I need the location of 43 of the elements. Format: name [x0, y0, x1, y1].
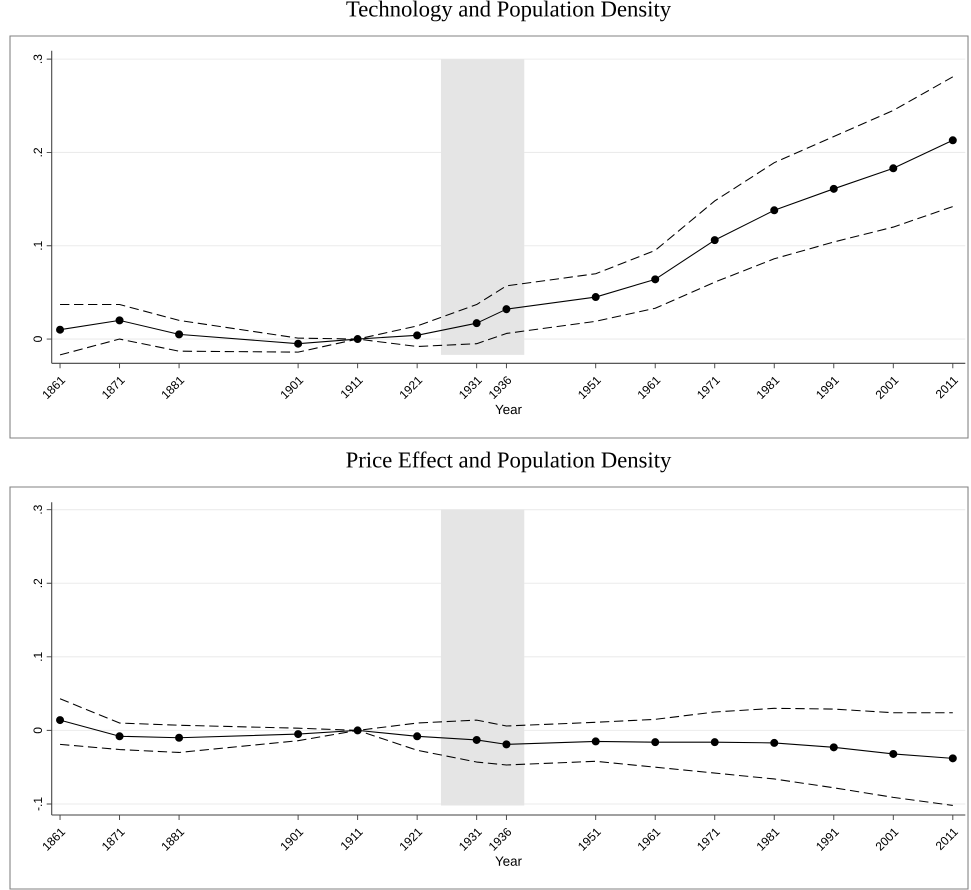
y-tick-label: .1 — [34, 652, 42, 661]
point — [592, 737, 600, 746]
point — [651, 275, 660, 284]
point — [502, 305, 510, 314]
y-tick-label: .2 — [34, 148, 42, 156]
point — [770, 738, 778, 747]
point — [472, 319, 481, 328]
point — [948, 754, 957, 762]
y-tick-label: 0 — [33, 728, 42, 734]
point — [710, 236, 719, 244]
y-tick-label: .1 — [34, 241, 42, 250]
point — [175, 330, 184, 338]
point — [472, 736, 481, 744]
point — [116, 316, 124, 324]
chart-title: Price Effect and Population Density — [346, 451, 672, 472]
x-axis-title: Year — [495, 404, 522, 414]
point — [889, 750, 898, 758]
point — [592, 293, 600, 302]
point — [710, 738, 719, 746]
point — [56, 716, 64, 724]
point — [502, 740, 510, 748]
point — [770, 206, 778, 214]
point — [651, 738, 660, 746]
y-tick-label: -.1 — [34, 798, 42, 810]
point — [116, 732, 124, 740]
chart-title: Technology and Population Density — [346, 0, 672, 22]
point — [413, 331, 422, 340]
y-tick-label: .3 — [33, 54, 42, 64]
point — [413, 732, 422, 740]
point — [294, 340, 302, 348]
point — [175, 734, 184, 742]
point — [354, 335, 362, 344]
point — [294, 730, 302, 738]
y-tick-label: 0 — [33, 336, 42, 342]
y-tick-label: .2 — [34, 578, 42, 588]
x-axis-title: Year — [495, 856, 522, 866]
point — [354, 726, 362, 734]
point — [948, 136, 957, 144]
point — [830, 743, 838, 752]
point — [889, 164, 898, 172]
y-tick-label: .3 — [33, 505, 42, 514]
point — [56, 326, 64, 334]
point — [830, 184, 838, 193]
